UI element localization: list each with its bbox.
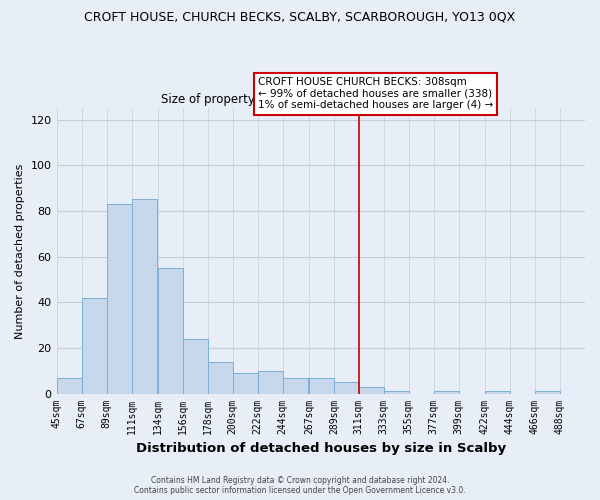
Bar: [182, 339, 208, 394]
Text: CROFT HOUSE CHURCH BECKS: 308sqm
← 99% of detached houses are smaller (338)
1% o: CROFT HOUSE CHURCH BECKS: 308sqm ← 99% o…: [257, 77, 493, 110]
Bar: [107, 204, 131, 394]
Bar: [233, 373, 257, 394]
Bar: [334, 382, 359, 394]
Y-axis label: Number of detached properties: Number of detached properties: [15, 163, 25, 338]
Bar: [208, 362, 233, 394]
Bar: [359, 386, 384, 394]
Bar: [485, 392, 510, 394]
Bar: [434, 392, 459, 394]
Bar: [535, 392, 560, 394]
Text: CROFT HOUSE, CHURCH BECKS, SCALBY, SCARBOROUGH, YO13 0QX: CROFT HOUSE, CHURCH BECKS, SCALBY, SCARB…: [85, 10, 515, 23]
Bar: [283, 378, 308, 394]
Bar: [131, 200, 157, 394]
Bar: [384, 392, 409, 394]
Bar: [82, 298, 107, 394]
Title: Size of property relative to detached houses in Scalby: Size of property relative to detached ho…: [161, 92, 481, 106]
Bar: [158, 268, 182, 394]
Bar: [257, 370, 283, 394]
Bar: [309, 378, 334, 394]
Bar: [56, 378, 82, 394]
X-axis label: Distribution of detached houses by size in Scalby: Distribution of detached houses by size …: [136, 442, 506, 455]
Text: Contains HM Land Registry data © Crown copyright and database right 2024.
Contai: Contains HM Land Registry data © Crown c…: [134, 476, 466, 495]
